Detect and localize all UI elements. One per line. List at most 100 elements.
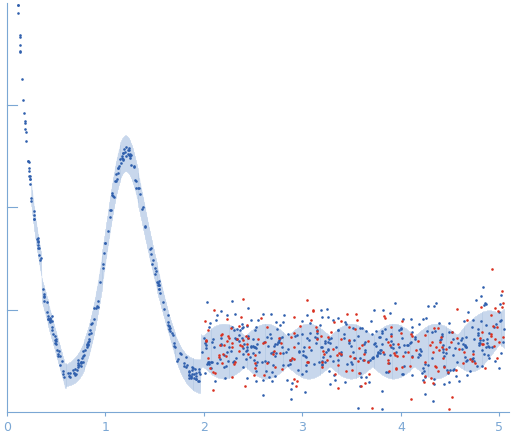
Point bbox=[214, 360, 222, 367]
Point bbox=[455, 378, 463, 385]
Point bbox=[298, 352, 307, 359]
Point bbox=[249, 336, 258, 343]
Point bbox=[446, 338, 455, 345]
Point bbox=[64, 369, 72, 376]
Point bbox=[204, 360, 212, 367]
Point bbox=[238, 335, 246, 342]
Point bbox=[250, 372, 259, 379]
Point bbox=[309, 307, 317, 314]
Point bbox=[164, 311, 172, 318]
Point bbox=[471, 359, 479, 366]
Point bbox=[202, 344, 210, 351]
Point bbox=[347, 343, 355, 350]
Point bbox=[394, 343, 402, 350]
Point bbox=[318, 348, 327, 355]
Point bbox=[429, 397, 437, 404]
Point bbox=[490, 343, 498, 350]
Point bbox=[209, 387, 218, 394]
Point bbox=[56, 361, 65, 368]
Point bbox=[66, 373, 74, 380]
Point bbox=[58, 357, 66, 364]
Point bbox=[368, 405, 376, 412]
Point bbox=[249, 342, 257, 349]
Point bbox=[267, 311, 275, 318]
Point bbox=[324, 347, 332, 354]
Point bbox=[408, 329, 416, 336]
Point bbox=[231, 358, 239, 365]
Point bbox=[311, 323, 319, 330]
Point bbox=[81, 347, 90, 354]
Point bbox=[478, 347, 486, 354]
Point bbox=[485, 355, 493, 362]
Point bbox=[239, 364, 247, 371]
Point bbox=[495, 309, 503, 316]
Point bbox=[452, 373, 460, 380]
Point bbox=[469, 347, 477, 354]
Point bbox=[345, 323, 353, 330]
Point bbox=[127, 152, 135, 159]
Point bbox=[302, 353, 310, 360]
Point bbox=[387, 338, 395, 345]
Point bbox=[39, 297, 48, 304]
Point bbox=[207, 359, 215, 366]
Point bbox=[382, 368, 390, 375]
Point bbox=[416, 351, 424, 358]
Point bbox=[372, 327, 380, 334]
Point bbox=[243, 322, 251, 329]
Point bbox=[294, 349, 303, 356]
Point bbox=[263, 333, 271, 340]
Point bbox=[280, 312, 288, 319]
Point bbox=[499, 339, 507, 346]
Point bbox=[383, 357, 392, 364]
Point bbox=[480, 301, 488, 308]
Point bbox=[462, 343, 470, 350]
Point bbox=[374, 348, 382, 355]
Point bbox=[267, 369, 275, 376]
Point bbox=[354, 370, 362, 377]
Point bbox=[360, 341, 368, 348]
Point bbox=[484, 351, 493, 358]
Point bbox=[376, 333, 384, 340]
Point bbox=[243, 347, 251, 354]
Point bbox=[126, 151, 134, 158]
Point bbox=[317, 343, 326, 350]
Point bbox=[373, 351, 381, 358]
Point bbox=[116, 156, 124, 163]
Point bbox=[302, 361, 310, 368]
Point bbox=[84, 337, 93, 344]
Point bbox=[229, 358, 237, 365]
Point bbox=[260, 391, 268, 398]
Point bbox=[207, 364, 215, 371]
Point bbox=[306, 320, 314, 327]
Point bbox=[218, 330, 226, 337]
Point bbox=[378, 405, 386, 412]
Point bbox=[186, 375, 195, 382]
Point bbox=[20, 110, 28, 117]
Point bbox=[79, 352, 87, 359]
Point bbox=[292, 332, 301, 339]
Point bbox=[376, 347, 384, 354]
Point bbox=[220, 351, 228, 358]
Point bbox=[26, 176, 34, 183]
Point bbox=[125, 155, 134, 162]
Point bbox=[155, 282, 163, 289]
Point bbox=[337, 350, 345, 357]
Point bbox=[350, 337, 358, 344]
Point bbox=[421, 358, 429, 365]
Point bbox=[133, 185, 141, 192]
Point bbox=[25, 173, 33, 180]
Point bbox=[475, 341, 483, 348]
Point bbox=[323, 357, 331, 364]
Point bbox=[496, 318, 504, 325]
Point bbox=[163, 321, 172, 328]
Point bbox=[200, 334, 208, 341]
Point bbox=[424, 303, 433, 310]
Point bbox=[429, 348, 437, 355]
Point bbox=[275, 335, 284, 342]
Point bbox=[192, 376, 200, 383]
Point bbox=[449, 336, 457, 343]
Point bbox=[332, 343, 340, 350]
Point bbox=[119, 149, 127, 156]
Point bbox=[431, 362, 439, 369]
Point bbox=[246, 354, 254, 361]
